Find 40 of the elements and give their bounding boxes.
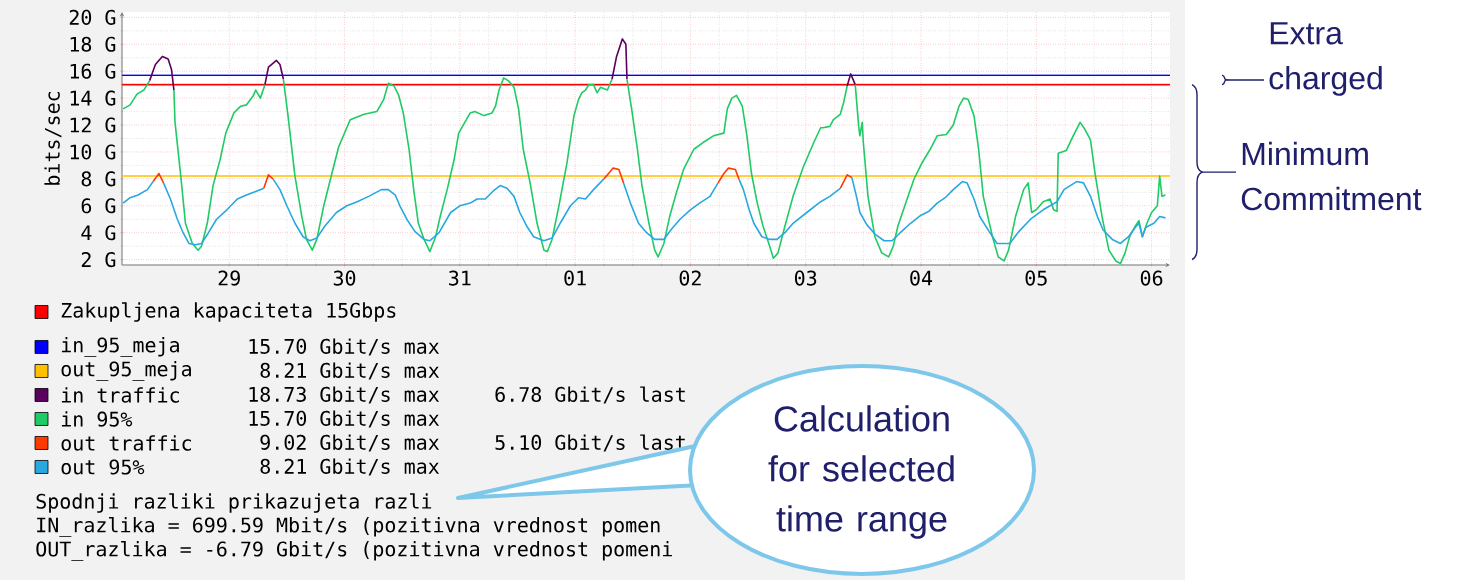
x-tick-label: 03 (794, 270, 817, 286)
text: 9.02 Gbit/s max (260, 434, 440, 452)
text: 15.70 Gbit/s max (249, 338, 440, 356)
legend-label: out traffic (61, 435, 191, 451)
y-tick-label: 18 G (70, 36, 116, 52)
text: 8.21 Gbit/s max (260, 362, 440, 380)
y-tick-label: 10 G (70, 144, 116, 160)
x-tick-label: 31 (449, 270, 471, 286)
legend-label: in 95% (61, 411, 133, 427)
text: OUT_razlika = -6.79 Gbit/s (pozitivna vrednost pomeni (36, 540, 672, 561)
y-tick-label: 2 G (81, 252, 116, 268)
text: 6.78 Gbit/s last (495, 386, 685, 404)
legend-label: out 95% (61, 459, 145, 475)
text: 8.21 Gbit/s max (260, 458, 440, 476)
y-tick-label: 8 G (81, 171, 116, 187)
legend-label: in traffic (61, 387, 179, 403)
y-tick-label: 14 G (70, 90, 116, 106)
x-tick-label: 29 (218, 270, 240, 286)
y-tick-label: 16 G (70, 63, 116, 79)
legend-label: out_95_meja (61, 361, 191, 381)
text: IN_razlika = 699.59 Mbit/s (pozitivna vrednost pomen (37, 516, 660, 537)
text: Extra charged (1269, 22, 1382, 96)
y-tick-label: 4 G (81, 225, 116, 241)
x-tick-label: 06 (1140, 270, 1163, 286)
y-tick-label: 20 G (69, 9, 116, 25)
text: Spodnji razliki prikazujeta razli (36, 493, 432, 513)
text: Minimum Commitment (1241, 141, 1422, 211)
y-axis-title: bits/sec (44, 92, 62, 185)
text: 18.73 Gbit/s max (249, 386, 440, 404)
legend-label: Zakupljena kapaciteta 15Gbps (61, 302, 396, 322)
y-tick-label: 6 G (81, 198, 116, 214)
x-tick-label: 02 (679, 270, 701, 286)
x-tick-label: 30 (333, 270, 356, 286)
x-tick-label: 04 (910, 270, 933, 286)
x-tick-label: 05 (1025, 270, 1047, 286)
text: 15.70 Gbit/s max (249, 410, 440, 428)
legend-label: in_95_meja (61, 337, 179, 357)
y-tick-label: 12 G (70, 117, 116, 133)
x-tick-label: 01 (564, 270, 586, 286)
text: Calculation for selected time range (768, 405, 954, 539)
